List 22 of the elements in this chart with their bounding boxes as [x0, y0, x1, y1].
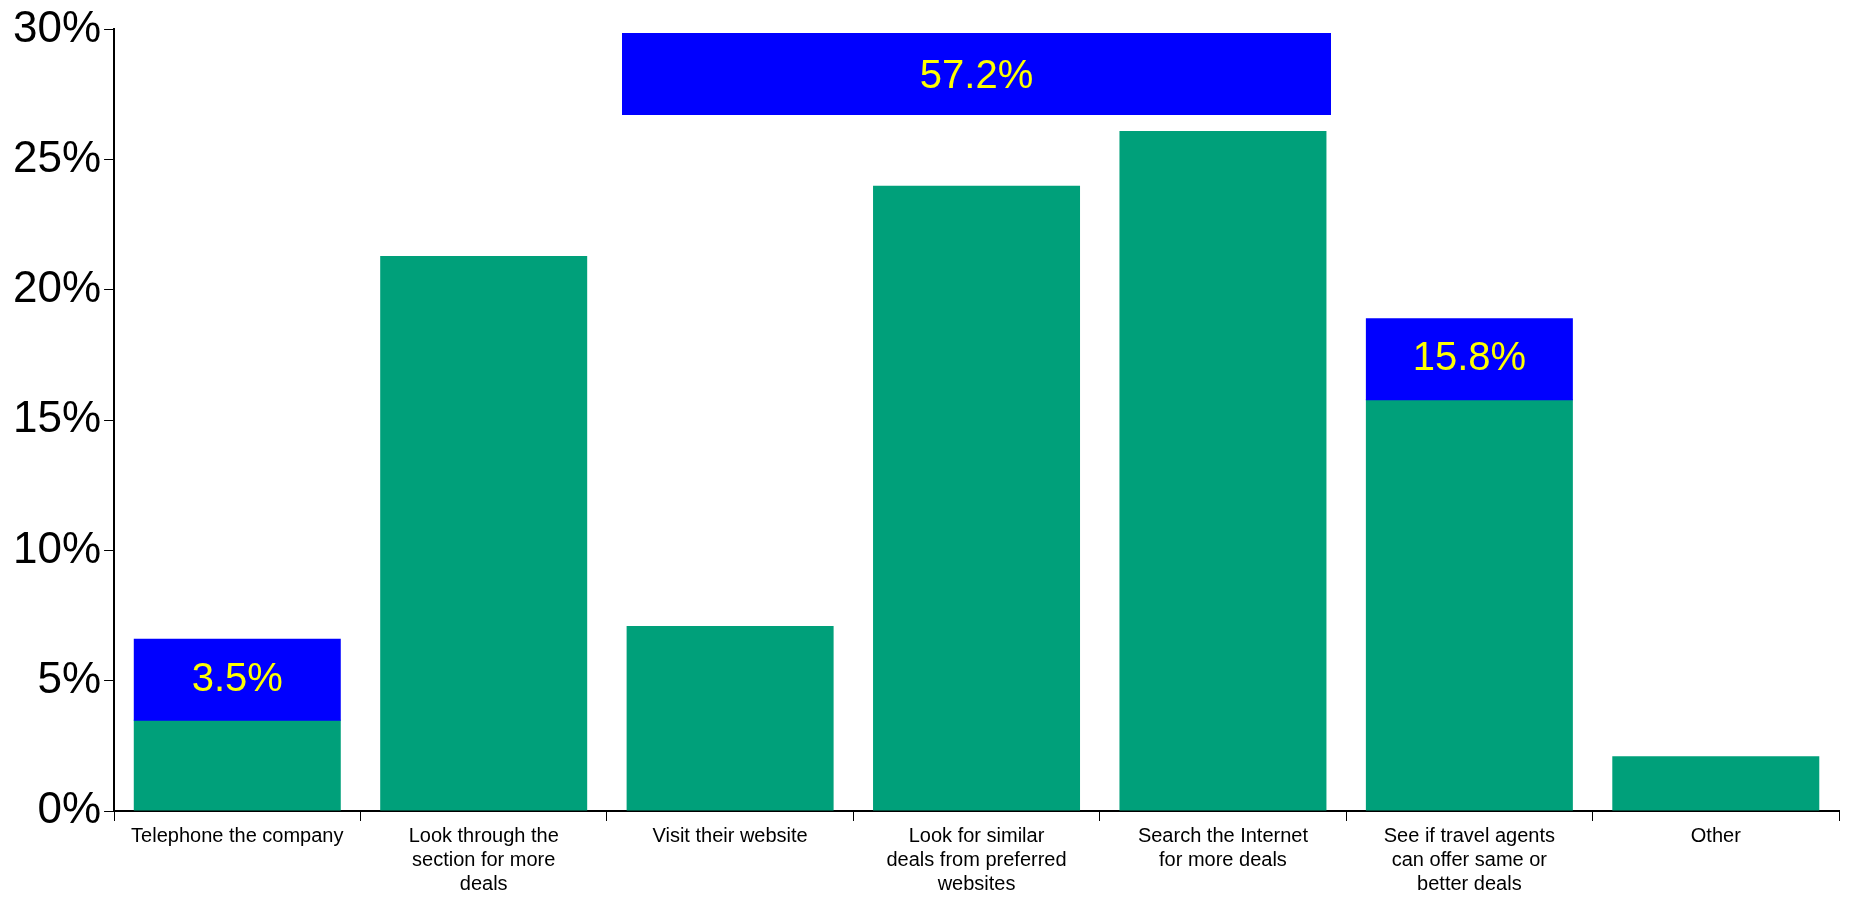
- y-tick-label: 20%: [12, 262, 102, 312]
- callout-box: 57.2%: [621, 33, 1332, 116]
- y-tick-label: 25%: [12, 131, 102, 181]
- bar: [873, 185, 1081, 811]
- annotation: 3.5%: [191, 654, 283, 699]
- x-tick-label: Telephone the company: [131, 823, 344, 846]
- x-tick-label: Other: [1690, 823, 1742, 846]
- annotation: 15.8%: [1412, 334, 1527, 379]
- x-tick-label: Search the Internet for more deals: [1137, 823, 1309, 870]
- y-tick-label: 10%: [12, 522, 102, 572]
- bar: [380, 256, 588, 811]
- bar: [626, 626, 834, 811]
- x-tick-label: See if travel agents can offer same or better deals: [1383, 823, 1555, 894]
- y-tick-label: 0%: [37, 783, 102, 833]
- y-tick-label: 15%: [12, 392, 102, 442]
- bar: [1612, 756, 1820, 811]
- x-tick-label: Visit their website: [652, 823, 808, 846]
- x-tick-label: Look through the section for more deals: [408, 823, 559, 894]
- y-tick-label: 5%: [37, 652, 102, 702]
- y-tick-label: 30%: [12, 1, 102, 51]
- bar: [1119, 131, 1327, 811]
- x-tick-label: Look for similar deals from preferred websites: [886, 823, 1067, 894]
